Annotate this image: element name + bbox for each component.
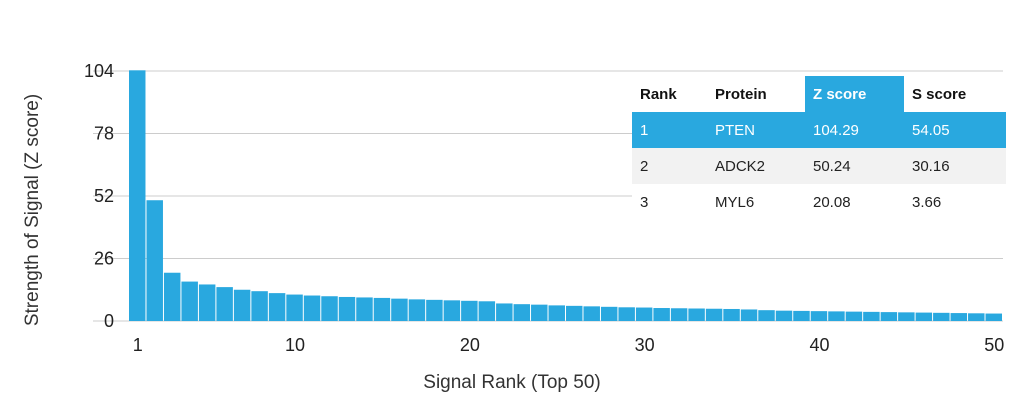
bar-rank-5 — [198, 284, 216, 321]
x-tick-label: 20 — [460, 335, 480, 355]
bar-rank-49 — [968, 313, 985, 321]
bar-rank-16 — [391, 298, 408, 321]
header-rank: Rank — [632, 76, 707, 112]
bar-rank-44 — [880, 312, 898, 321]
table-header-row: Rank Protein Z score S score — [632, 76, 1006, 112]
bar-rank-22 — [496, 303, 513, 321]
table-row: 2 ADCK2 50.24 30.16 — [632, 148, 1006, 184]
bar-rank-35 — [723, 308, 740, 321]
bar-rank-32 — [670, 308, 688, 321]
y-tick-label: 52 — [94, 186, 114, 206]
bar-rank-38 — [775, 310, 793, 321]
x-axis-title: Signal Rank (Top 50) — [423, 372, 600, 393]
y-axis-title: Strength of Signal (Z score) — [22, 94, 43, 326]
bar-rank-2 — [146, 200, 163, 321]
top-proteins-table: Rank Protein Z score S score 1 PTEN 104.… — [632, 76, 1006, 220]
bar-rank-47 — [933, 312, 950, 321]
bar-rank-45 — [898, 312, 915, 321]
header-z-score: Z score — [805, 76, 904, 112]
y-axis-ticks: 0 26 52 78 104 — [84, 61, 114, 331]
bar-rank-42 — [845, 311, 863, 322]
bar-rank-46 — [915, 312, 933, 321]
bar-rank-14 — [356, 297, 373, 321]
bar-rank-25 — [548, 305, 565, 322]
bar-rank-4 — [181, 281, 198, 321]
bar-rank-7 — [233, 289, 251, 321]
bar-rank-36 — [740, 309, 758, 321]
bar-rank-30 — [635, 307, 653, 321]
y-tick-label: 104 — [84, 61, 114, 81]
bar-rank-40 — [810, 311, 828, 321]
x-tick-label: 40 — [809, 335, 829, 355]
bar-rank-9 — [268, 293, 286, 321]
bar-rank-11 — [303, 295, 321, 321]
bar-rank-29 — [618, 307, 635, 321]
table-row: 1 PTEN 104.29 54.05 — [632, 112, 1006, 148]
bar-rank-33 — [688, 308, 705, 321]
y-tick-label: 26 — [94, 249, 114, 269]
bar-rank-18 — [426, 299, 443, 321]
bar-rank-28 — [600, 306, 618, 321]
bar-rank-1 — [129, 70, 146, 321]
bar-rank-26 — [566, 305, 583, 321]
cell-s-score: 54.05 — [904, 112, 1006, 148]
bar-rank-17 — [408, 299, 426, 321]
x-tick-label: 30 — [635, 335, 655, 355]
bar-rank-27 — [583, 306, 600, 321]
bar-rank-48 — [950, 313, 968, 321]
bar-rank-39 — [793, 310, 810, 321]
cell-protein: ADCK2 — [707, 148, 805, 184]
x-axis-ticks: 1 10 20 30 40 50 — [133, 335, 1005, 355]
bar-rank-24 — [531, 304, 548, 321]
bar-rank-50 — [985, 313, 1002, 321]
bar-rank-6 — [216, 287, 233, 321]
cell-rank: 3 — [632, 184, 707, 220]
cell-z-score: 50.24 — [805, 148, 904, 184]
bar-rank-21 — [478, 301, 496, 321]
bar-rank-23 — [513, 304, 531, 321]
y-tick-label: 78 — [94, 124, 114, 144]
y-tick-label: 0 — [104, 311, 114, 331]
cell-protein: PTEN — [707, 112, 805, 148]
bar-rank-37 — [758, 310, 775, 321]
x-tick-label: 1 — [133, 335, 143, 355]
bar-rank-8 — [251, 291, 268, 321]
bar-rank-13 — [338, 296, 356, 321]
cell-z-score: 104.29 — [805, 112, 904, 148]
header-protein: Protein — [707, 76, 805, 112]
bar-rank-43 — [863, 311, 880, 321]
bar-rank-15 — [373, 297, 391, 321]
bars — [129, 70, 1002, 322]
bar-rank-19 — [443, 300, 461, 321]
table-row: 3 MYL6 20.08 3.66 — [632, 184, 1006, 220]
cell-s-score: 3.66 — [904, 184, 1006, 220]
cell-protein: MYL6 — [707, 184, 805, 220]
bar-rank-3 — [163, 272, 181, 321]
bar-rank-20 — [461, 300, 478, 321]
bar-rank-12 — [321, 296, 338, 321]
x-tick-label: 10 — [285, 335, 305, 355]
x-tick-label: 50 — [984, 335, 1004, 355]
header-s-score: S score — [904, 76, 1006, 112]
cell-rank: 1 — [632, 112, 707, 148]
cell-rank: 2 — [632, 148, 707, 184]
cell-z-score: 20.08 — [805, 184, 904, 220]
bar-rank-41 — [828, 311, 845, 321]
bar-rank-31 — [653, 308, 670, 321]
bar-rank-10 — [286, 294, 303, 321]
cell-s-score: 30.16 — [904, 148, 1006, 184]
bar-rank-34 — [705, 308, 723, 321]
